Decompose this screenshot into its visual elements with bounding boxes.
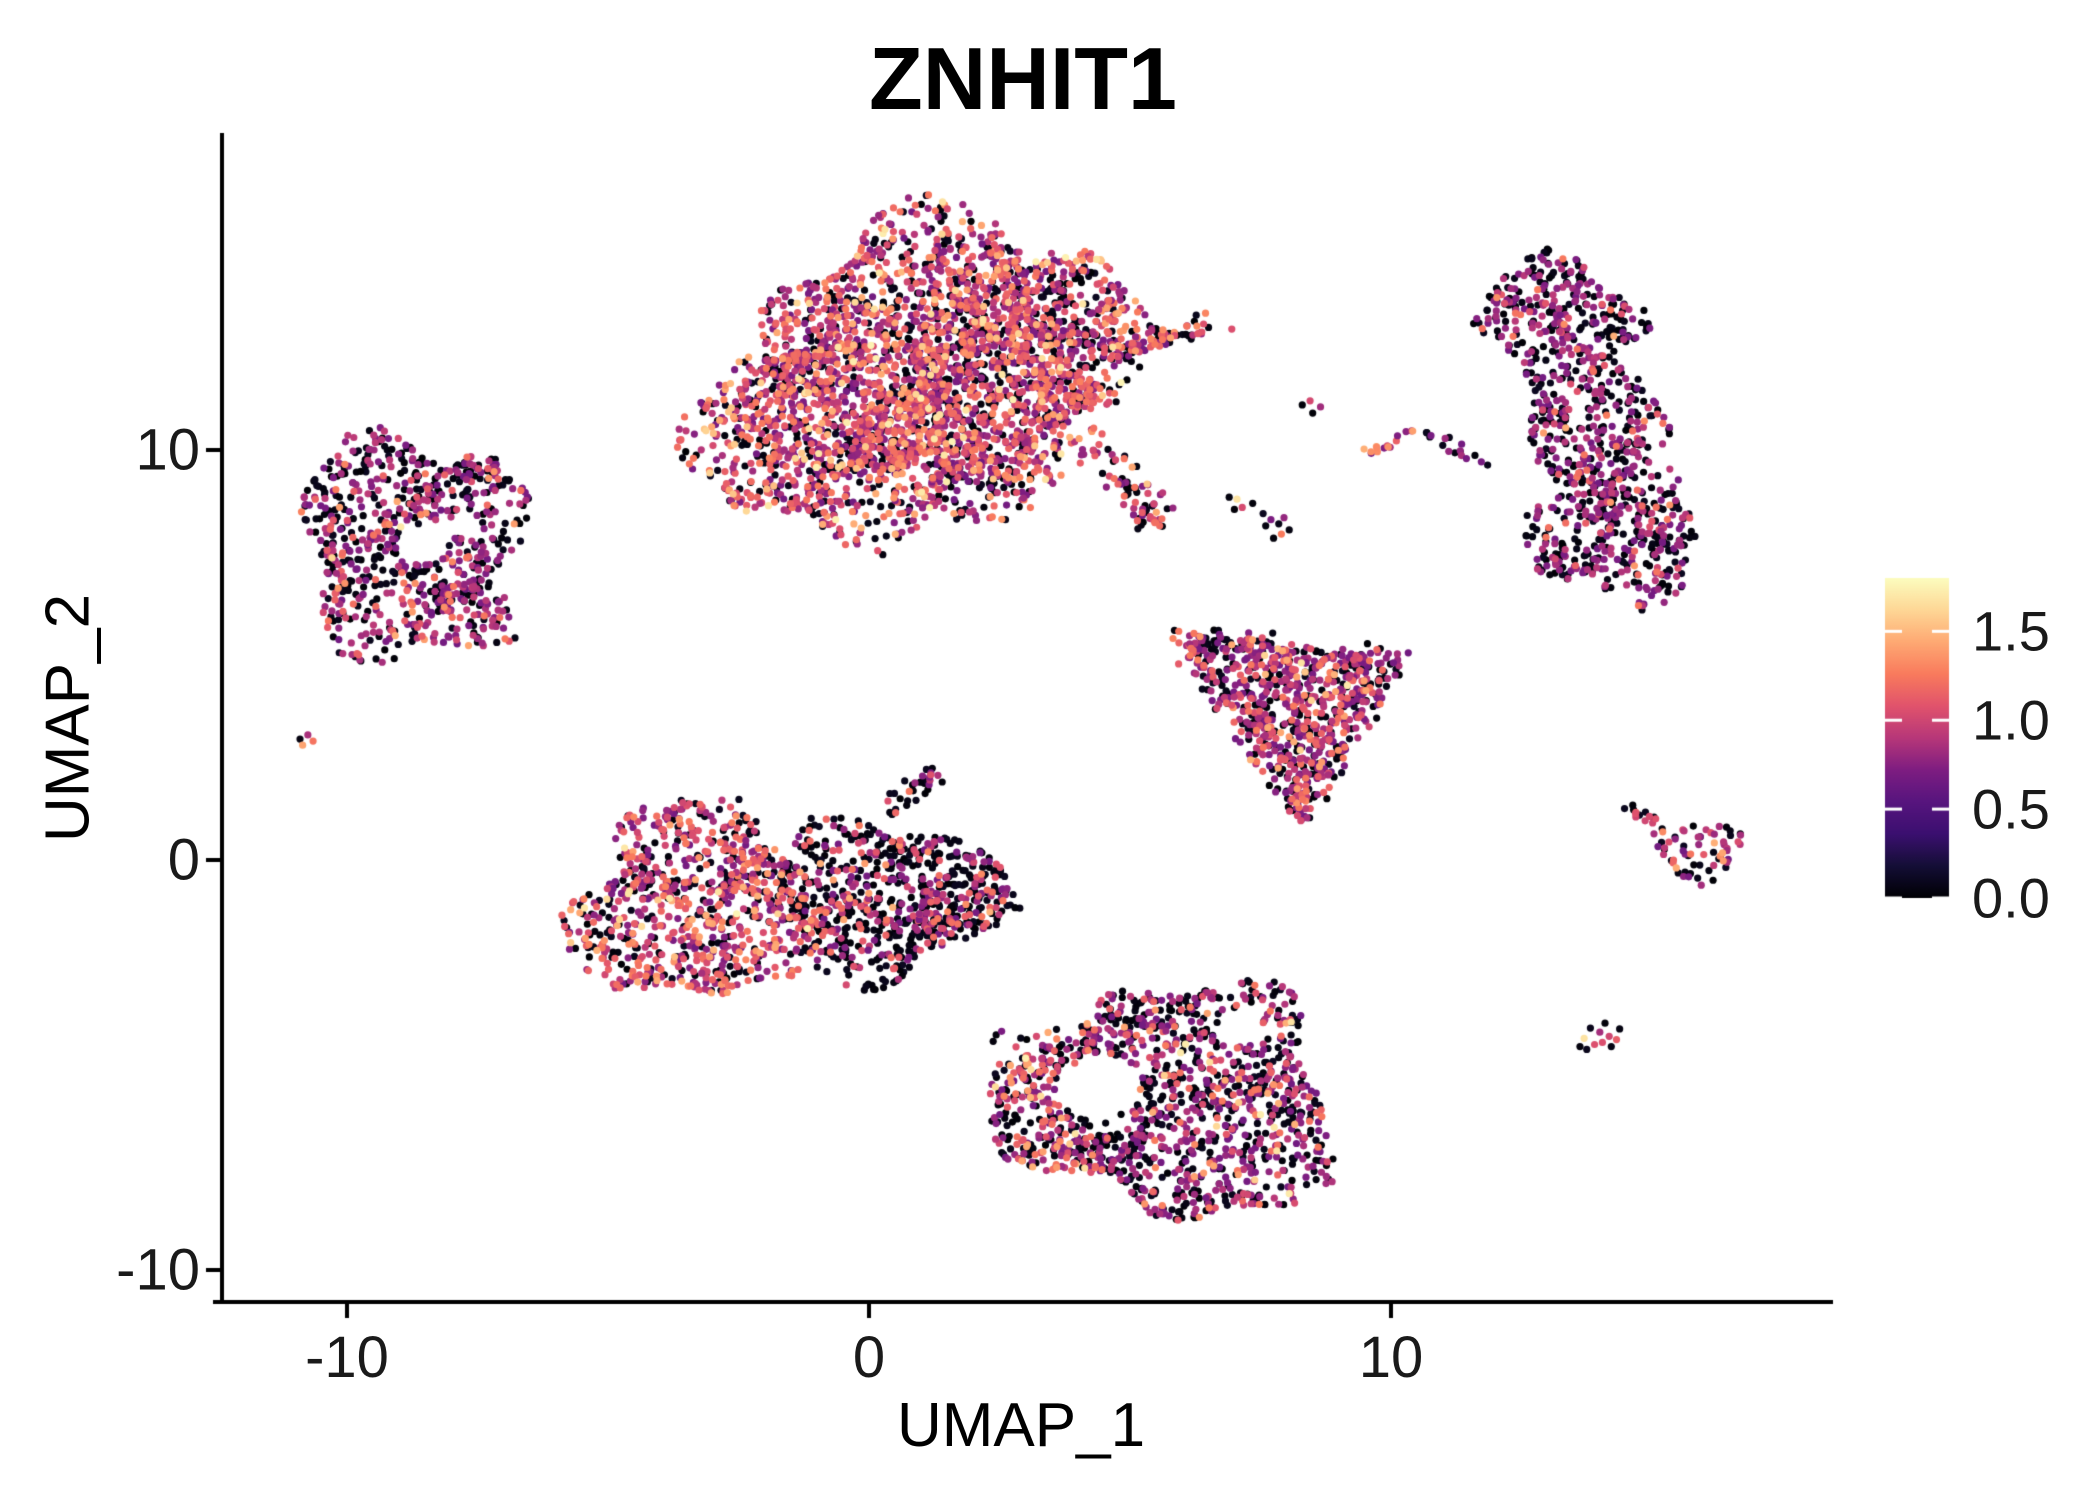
x-axis-title: UMAP_1 — [896, 1391, 1146, 1460]
colorbar-tick-label: 0.5 — [1972, 777, 2050, 841]
chart-title: ZNHIT1 — [869, 29, 1177, 128]
x-tick-label: -10 — [305, 1325, 389, 1390]
y-tick-label: 10 — [135, 417, 200, 483]
colorbar-tick-label: 0.0 — [1972, 866, 2050, 930]
x-tick-label: 10 — [1358, 1325, 1424, 1390]
colorbar-tick-label: 1.5 — [1972, 599, 2050, 663]
colorbar-tick-label: 1.0 — [1972, 688, 2050, 752]
y-tick-label: -10 — [116, 1237, 200, 1303]
y-tick-label: 0 — [167, 827, 200, 893]
x-tick-label: 0 — [852, 1325, 886, 1390]
y-axis-title: UMAP_2 — [33, 593, 103, 843]
